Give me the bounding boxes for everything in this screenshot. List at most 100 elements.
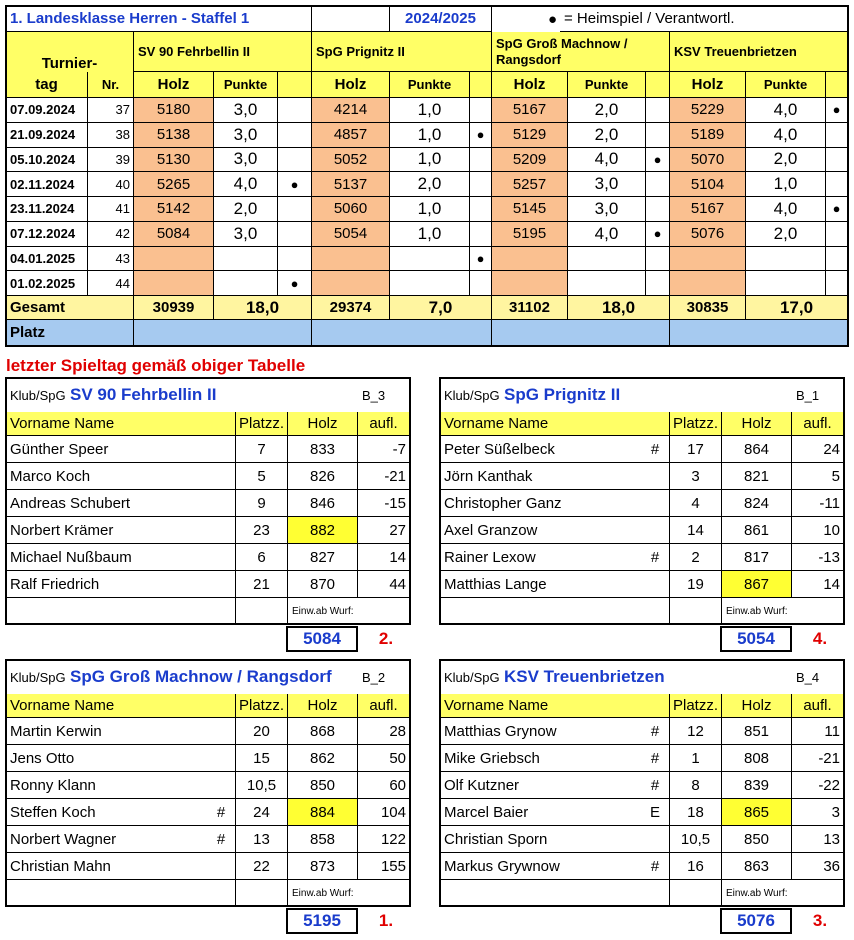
player-aufl: 28 bbox=[358, 718, 410, 745]
holz: 5167 bbox=[670, 197, 746, 222]
player-platz: 6 bbox=[236, 544, 288, 571]
holz bbox=[670, 246, 746, 272]
footer-label: Einw.ab Wurf: bbox=[726, 605, 788, 617]
holz: 5229 bbox=[670, 98, 746, 123]
home-marker bbox=[470, 197, 492, 222]
player-holz: 850 bbox=[722, 826, 792, 853]
player-platz: 17 bbox=[670, 436, 722, 463]
card-total: 5054 bbox=[737, 629, 775, 648]
header-holz: Holz bbox=[492, 72, 568, 98]
home-marker bbox=[646, 172, 670, 197]
punkte bbox=[390, 271, 470, 296]
player-name: Ralf Friedrich bbox=[6, 571, 236, 598]
punkte: 4,0 bbox=[746, 197, 826, 222]
player-name: Norbert Wagner bbox=[6, 826, 236, 853]
player-flag bbox=[640, 826, 670, 853]
holz: 5167 bbox=[492, 98, 568, 123]
player-name: Rainer Lexow bbox=[440, 544, 670, 571]
player-name: Andreas Schubert bbox=[6, 490, 236, 517]
footer-blank bbox=[670, 598, 722, 624]
card-rank: 2. bbox=[378, 629, 394, 648]
date: 05.10.2024 bbox=[6, 147, 88, 173]
player-aufl: 60 bbox=[358, 772, 410, 799]
card-rank: 3. bbox=[812, 911, 828, 930]
holz: 4857 bbox=[312, 122, 390, 148]
team-name: KSV Treuenbrietzen bbox=[670, 32, 848, 72]
punkte: 3,0 bbox=[214, 147, 278, 173]
date: 23.11.2024 bbox=[6, 197, 88, 222]
player-flag: # bbox=[650, 858, 660, 875]
holz: 5265 bbox=[134, 172, 214, 197]
player-flag: # bbox=[650, 750, 660, 767]
holz: 5054 bbox=[312, 221, 390, 247]
player-holz: 846 bbox=[288, 490, 358, 517]
player-aufl: 5 bbox=[792, 463, 844, 490]
holz bbox=[492, 271, 568, 296]
footer-blank bbox=[6, 880, 236, 906]
holz bbox=[312, 271, 390, 296]
player-name: Michael Nußbaum bbox=[6, 544, 236, 571]
col-header: aufl. bbox=[358, 694, 410, 718]
home-marker: ● bbox=[470, 122, 492, 148]
player-name: Jörn Kanthak bbox=[440, 463, 670, 490]
punkte bbox=[746, 271, 826, 296]
team-name: SpG Groß Machnow / Rangsdorf bbox=[492, 32, 670, 72]
player-flag: # bbox=[650, 777, 660, 794]
col-header: Vorname Name bbox=[6, 694, 236, 718]
round-nr: 39 bbox=[88, 147, 134, 173]
player-aufl: 36 bbox=[792, 853, 844, 880]
home-marker: ● bbox=[470, 246, 492, 272]
header-blank bbox=[646, 72, 670, 98]
home-marker bbox=[470, 147, 492, 173]
punkte: 2,0 bbox=[568, 122, 646, 148]
footer-blank bbox=[236, 598, 288, 624]
club-code: B_2 bbox=[362, 669, 386, 685]
total-label: Gesamt bbox=[6, 296, 134, 320]
player-name: Olf Kutzner bbox=[440, 772, 670, 799]
club-code: B_4 bbox=[796, 669, 820, 685]
player-flag bbox=[206, 436, 236, 463]
col-header: aufl. bbox=[792, 694, 844, 718]
player-platz: 16 bbox=[670, 853, 722, 880]
punkte bbox=[568, 246, 646, 272]
home-marker bbox=[826, 246, 848, 272]
player-flag bbox=[206, 571, 236, 598]
punkte: 4,0 bbox=[746, 98, 826, 123]
header-punkte: Punkte bbox=[390, 72, 470, 98]
holz: 5104 bbox=[670, 172, 746, 197]
punkte: 3,0 bbox=[214, 98, 278, 123]
col-header: Platzz. bbox=[670, 412, 722, 436]
player-name: Markus Grywnow bbox=[440, 853, 670, 880]
col-header: Holz bbox=[288, 694, 358, 718]
punkte: 1,0 bbox=[390, 122, 470, 148]
player-name: Steffen Koch bbox=[6, 799, 236, 826]
player-holz: 824 bbox=[722, 490, 792, 517]
footer-label: Einw.ab Wurf: bbox=[726, 887, 788, 899]
header-holz: Holz bbox=[670, 72, 746, 98]
club-code: B_1 bbox=[796, 387, 820, 403]
player-name: Axel Granzow bbox=[440, 517, 670, 544]
col-header: Platzz. bbox=[670, 694, 722, 718]
player-holz: 867 bbox=[722, 571, 792, 598]
player-flag bbox=[206, 463, 236, 490]
header-blank bbox=[278, 72, 312, 98]
date: 07.12.2024 bbox=[6, 221, 88, 247]
player-holz: 826 bbox=[288, 463, 358, 490]
player-flag: # bbox=[650, 723, 660, 740]
home-marker bbox=[826, 271, 848, 296]
player-platz: 18 bbox=[670, 799, 722, 826]
player-aufl: -21 bbox=[792, 745, 844, 772]
round-nr: 40 bbox=[88, 172, 134, 197]
player-platz: 5 bbox=[236, 463, 288, 490]
home-marker bbox=[278, 246, 312, 272]
holz: 5180 bbox=[134, 98, 214, 123]
holz: 5145 bbox=[492, 197, 568, 222]
player-aufl: -15 bbox=[358, 490, 410, 517]
col-header: Vorname Name bbox=[440, 412, 670, 436]
home-marker bbox=[826, 147, 848, 173]
player-holz: 861 bbox=[722, 517, 792, 544]
club-label: Klub/SpG bbox=[10, 669, 66, 685]
col-header: aufl. bbox=[792, 412, 844, 436]
total-holz: 30939 bbox=[134, 296, 214, 320]
total-punkte: 7,0 bbox=[390, 296, 492, 320]
